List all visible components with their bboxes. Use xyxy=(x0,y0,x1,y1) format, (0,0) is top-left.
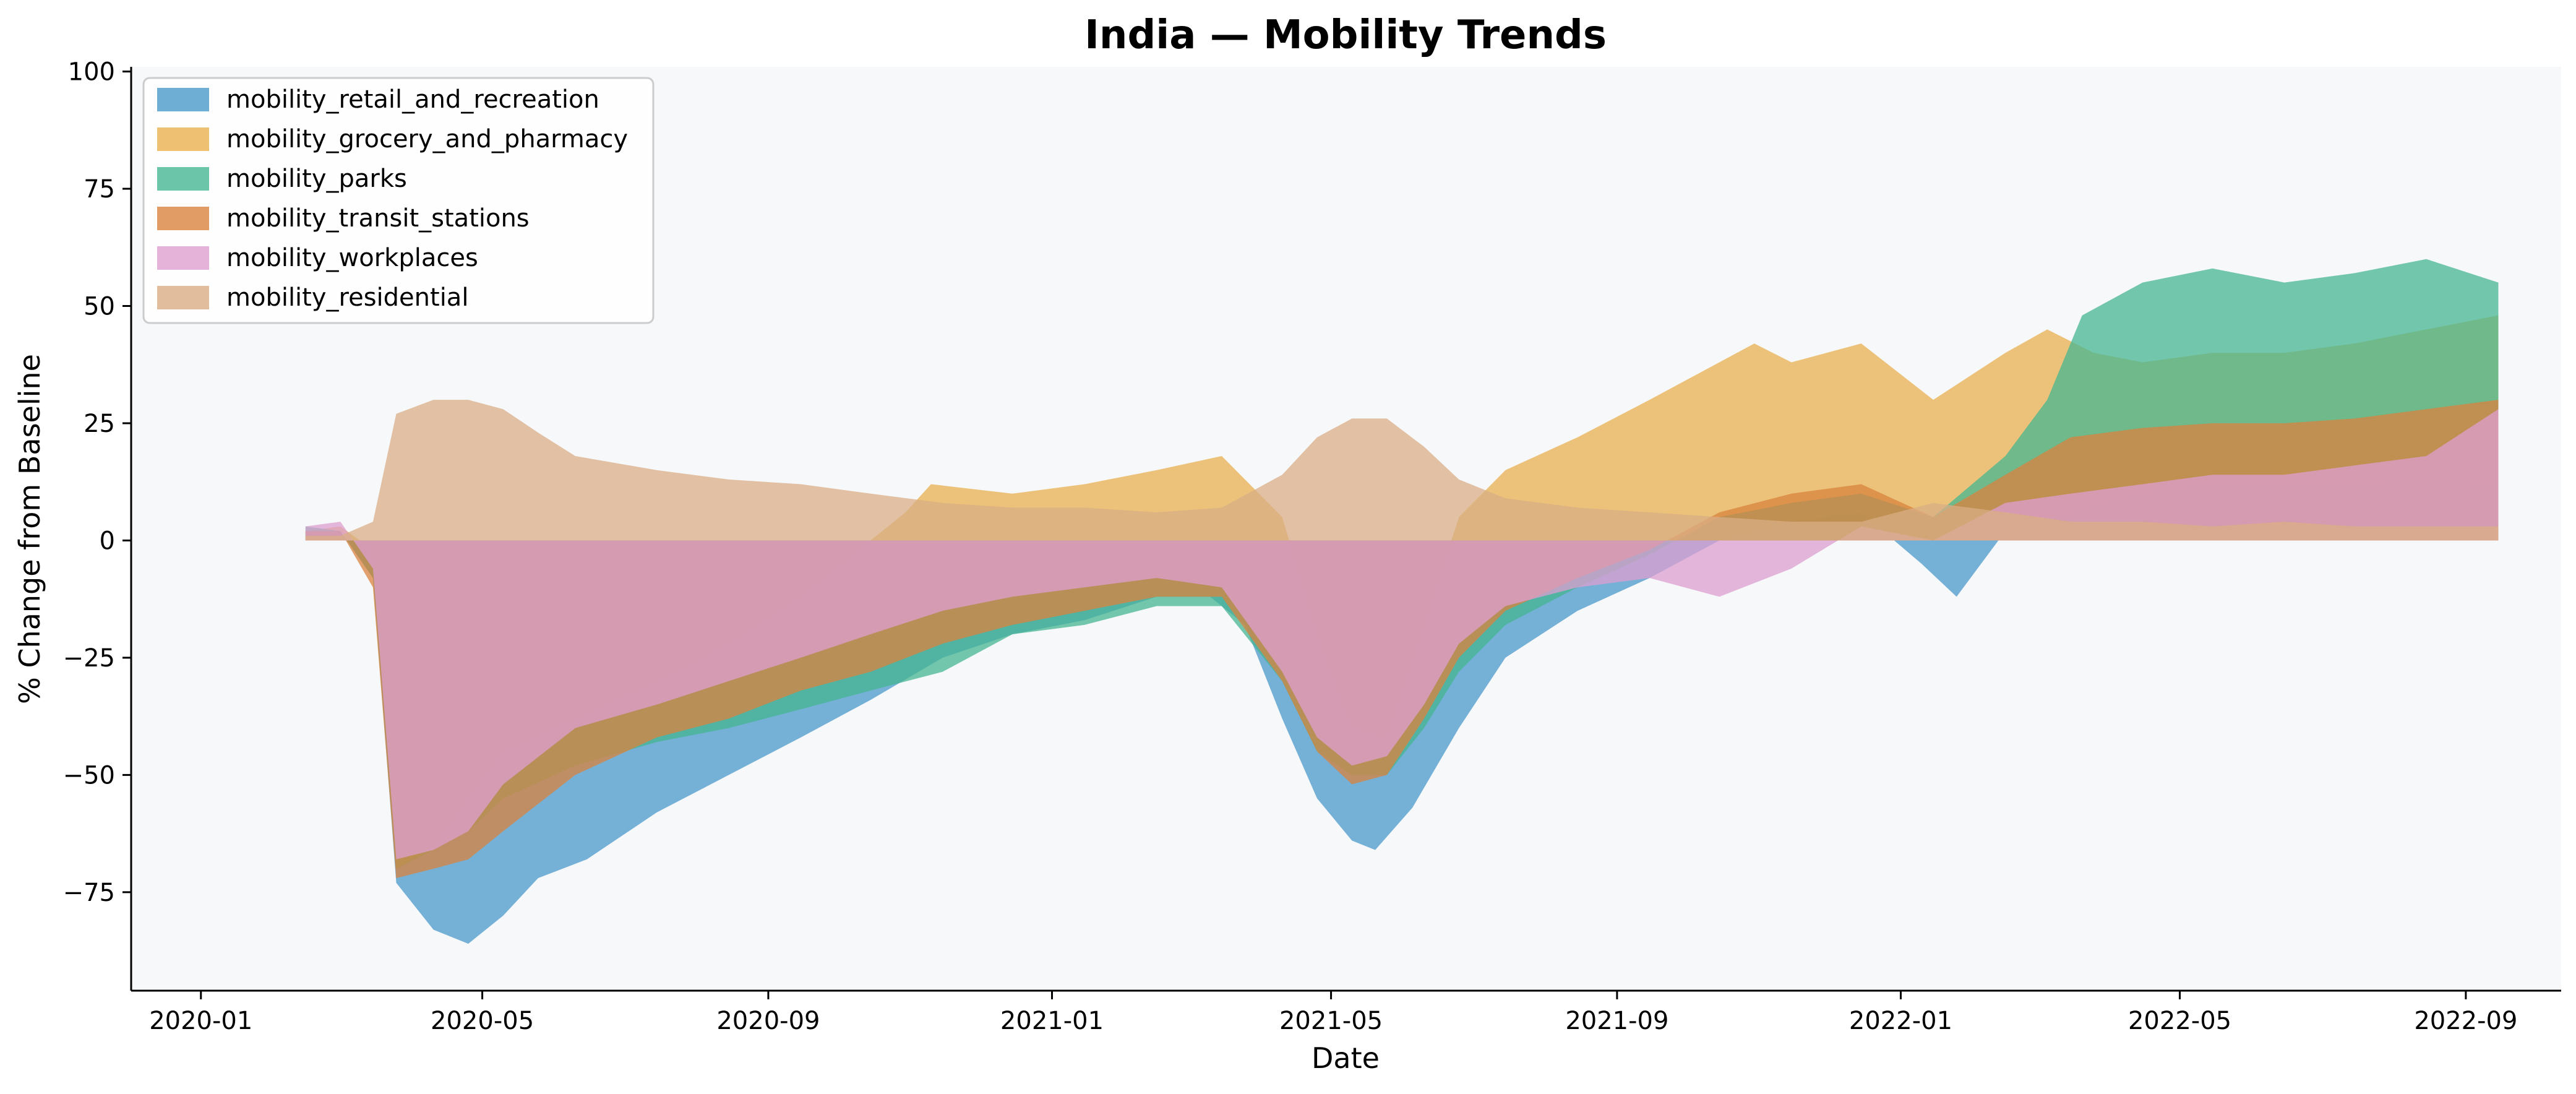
x-tick-label: 2020-01 xyxy=(149,1007,252,1035)
axes-layer xyxy=(130,67,2561,992)
legend-swatch xyxy=(157,286,209,309)
legend-swatch xyxy=(157,246,209,270)
x-tick-label: 2022-01 xyxy=(1849,1007,1952,1035)
legend-label: mobility_grocery_and_pharmacy xyxy=(226,125,628,153)
y-tick-label: −50 xyxy=(63,761,115,790)
x-tick-label: 2022-09 xyxy=(2414,1007,2517,1035)
y-ticks: −75 −50 −25 0 25 50 75 100 xyxy=(63,58,131,907)
chart-title: India — Mobility Trends xyxy=(1084,12,1607,58)
y-tick-label: −25 xyxy=(63,644,115,673)
x-tick-label: 2020-05 xyxy=(431,1007,534,1035)
y-tick-label: 25 xyxy=(84,410,115,438)
legend-label: mobility_parks xyxy=(226,165,407,193)
legend-swatch xyxy=(157,127,209,151)
x-tick-label: 2021-01 xyxy=(1000,1007,1104,1035)
x-tick-label: 2022-05 xyxy=(2128,1007,2231,1035)
x-ticks: 2020-01 2020-05 2020-09 2021-01 2021-05 2021-… xyxy=(149,991,2517,1035)
legend-box xyxy=(142,77,655,324)
legend-swatch xyxy=(157,207,209,230)
legend-label: mobility_residential xyxy=(226,283,468,312)
x-tick-label: 2021-05 xyxy=(1279,1007,1383,1035)
y-tick-label: 50 xyxy=(84,293,115,321)
y-tick-label: 100 xyxy=(68,58,115,87)
y-axis-label: % Change from Baseline xyxy=(13,354,46,704)
x-tick-label: 2021-09 xyxy=(1565,1007,1668,1035)
x-axis-label: Date xyxy=(1312,1041,1380,1075)
legend-swatch xyxy=(157,88,209,111)
legend-swatch xyxy=(157,167,209,191)
y-tick-label: 75 xyxy=(84,175,115,204)
y-tick-label: 0 xyxy=(100,527,115,555)
legend-label: mobility_retail_and_recreation xyxy=(226,85,599,114)
legend-items: mobility_retail_and_recreation mobility_g… xyxy=(157,85,628,312)
y-tick-label: −75 xyxy=(63,879,115,907)
legend-label: mobility_transit_stations xyxy=(226,204,530,233)
legend: mobility_retail_and_recreation mobility_g… xyxy=(142,77,655,324)
series-area-mobility-workplaces xyxy=(305,409,2499,859)
legend-label: mobility_workplaces xyxy=(226,244,478,272)
x-tick-label: 2020-09 xyxy=(716,1007,820,1035)
series-layer xyxy=(305,259,2499,944)
series-area-mobility-residential xyxy=(305,400,2499,541)
